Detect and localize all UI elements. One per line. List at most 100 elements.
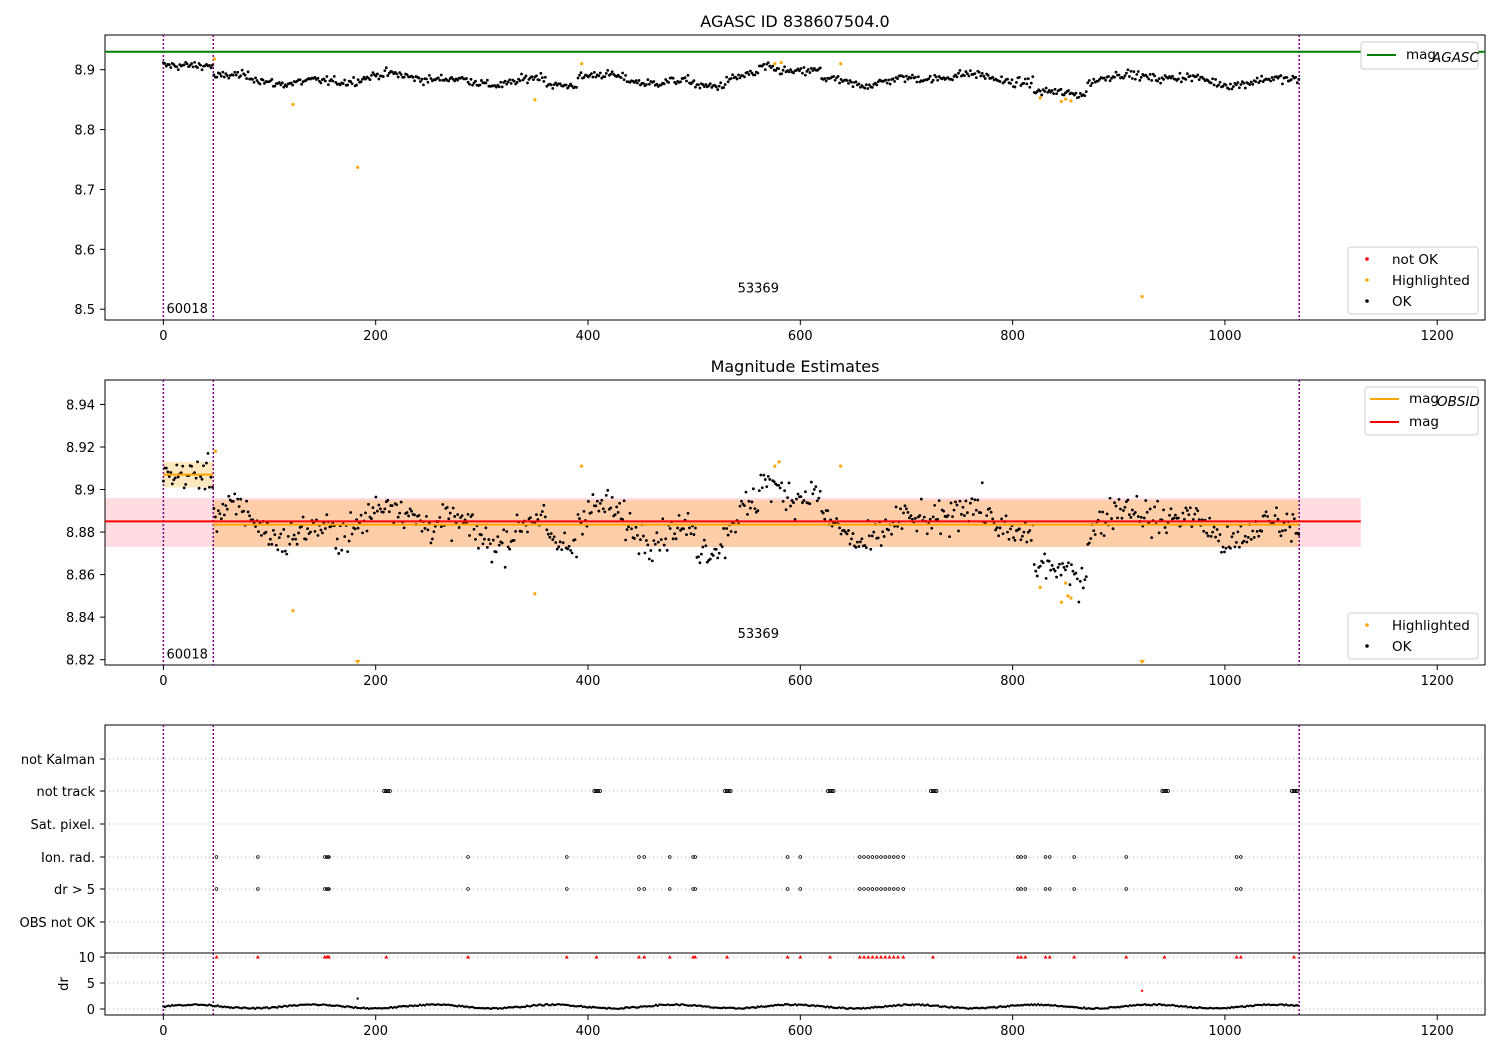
ok-point xyxy=(1177,77,1180,81)
ion-rad-marker xyxy=(667,887,672,891)
dr-clipped-marker xyxy=(857,955,862,959)
x-tick-label: 1000 xyxy=(1208,674,1241,689)
ok-point xyxy=(438,78,442,82)
not-track-marker xyxy=(387,789,392,794)
ok-point xyxy=(973,72,977,76)
ok-point xyxy=(576,76,580,80)
ok-point xyxy=(347,539,351,543)
ok-point xyxy=(991,517,995,521)
ok-point xyxy=(787,70,791,74)
ok-point xyxy=(1028,529,1032,532)
dr-point xyxy=(602,1006,605,1010)
ok-point xyxy=(551,86,555,90)
ok-point xyxy=(564,83,568,87)
ok-point xyxy=(506,545,510,549)
ok-point xyxy=(888,82,892,86)
ok-point xyxy=(545,528,549,532)
ok-point xyxy=(420,529,424,533)
ok-point xyxy=(282,85,286,89)
ok-point xyxy=(279,532,283,536)
dr-point xyxy=(1201,1006,1205,1010)
ok-point xyxy=(1046,90,1050,94)
ok-point xyxy=(637,552,641,556)
ok-point xyxy=(474,79,477,83)
ok-point xyxy=(1022,81,1026,85)
ok-point xyxy=(1147,77,1151,81)
ok-point xyxy=(847,529,850,532)
ok-point xyxy=(497,543,501,547)
highlighted-point xyxy=(773,62,777,66)
ion-rad-marker xyxy=(887,855,892,859)
ion-rad-marker xyxy=(256,887,260,891)
ok-point xyxy=(1099,531,1103,535)
dr-point xyxy=(834,1006,838,1010)
ok-point xyxy=(1162,78,1165,81)
ion-rad-marker xyxy=(1124,887,1128,891)
ok-point xyxy=(488,542,492,546)
ok-point xyxy=(991,75,995,79)
ok-point xyxy=(913,516,917,520)
ok-point xyxy=(894,505,898,509)
ok-point xyxy=(642,534,645,538)
ok-point xyxy=(1276,517,1280,521)
ok-point xyxy=(1237,545,1241,549)
ok-point xyxy=(466,512,470,516)
dr-point xyxy=(444,1003,447,1007)
y-tick-label: 8.84 xyxy=(66,611,95,626)
dr-point xyxy=(807,1004,810,1008)
ok-point xyxy=(799,495,803,499)
ok-point xyxy=(915,529,919,533)
ok-point xyxy=(200,68,204,72)
ok-point xyxy=(946,514,950,517)
clipped-point-marker xyxy=(354,660,361,664)
ok-point xyxy=(1125,71,1128,75)
ok-point xyxy=(1032,563,1036,566)
ok-point xyxy=(175,65,179,69)
ok-point xyxy=(1078,91,1082,95)
ok-point xyxy=(271,528,275,532)
ok-point xyxy=(622,499,626,503)
ok-point xyxy=(731,73,734,77)
ok-point xyxy=(679,80,682,84)
ok-point xyxy=(738,504,742,508)
dr-point xyxy=(218,1005,221,1008)
ok-point xyxy=(1214,78,1217,81)
ok-point xyxy=(662,543,666,547)
highlighted-point xyxy=(356,165,360,169)
ok-point xyxy=(523,76,526,80)
ok-point xyxy=(1092,529,1096,533)
ok-point xyxy=(508,547,512,551)
ok-point xyxy=(850,80,853,84)
ok-point xyxy=(789,504,792,508)
ok-point xyxy=(980,71,984,75)
ok-point xyxy=(576,513,580,516)
ok-point xyxy=(448,511,452,515)
dr-clipped-marker xyxy=(785,955,790,959)
ion-rad-marker xyxy=(858,855,862,859)
ok-point xyxy=(955,503,959,507)
ok-point xyxy=(869,547,873,551)
ok-point xyxy=(744,490,748,494)
ok-point xyxy=(594,75,598,79)
ok-point xyxy=(558,82,562,86)
ok-point xyxy=(567,84,571,88)
ok-point xyxy=(1072,93,1076,97)
ok-point xyxy=(665,548,669,552)
ok-point xyxy=(566,547,570,551)
ok-point xyxy=(1144,499,1148,502)
ok-point xyxy=(285,552,289,556)
flag-category-label: not Kalman xyxy=(21,753,95,768)
ion-rad-marker xyxy=(1019,855,1023,859)
ok-point xyxy=(980,481,984,485)
not-track-marker xyxy=(829,789,834,794)
ok-point xyxy=(1087,541,1091,545)
ok-point xyxy=(1205,531,1209,535)
dr-point xyxy=(1140,989,1144,992)
highlighted-point xyxy=(1069,99,1073,103)
ok-point xyxy=(1234,83,1238,87)
ok-point xyxy=(196,66,199,69)
ok-point xyxy=(352,76,356,79)
dr-point xyxy=(613,1007,617,1010)
ok-point xyxy=(506,80,510,84)
ok-point xyxy=(722,527,726,530)
